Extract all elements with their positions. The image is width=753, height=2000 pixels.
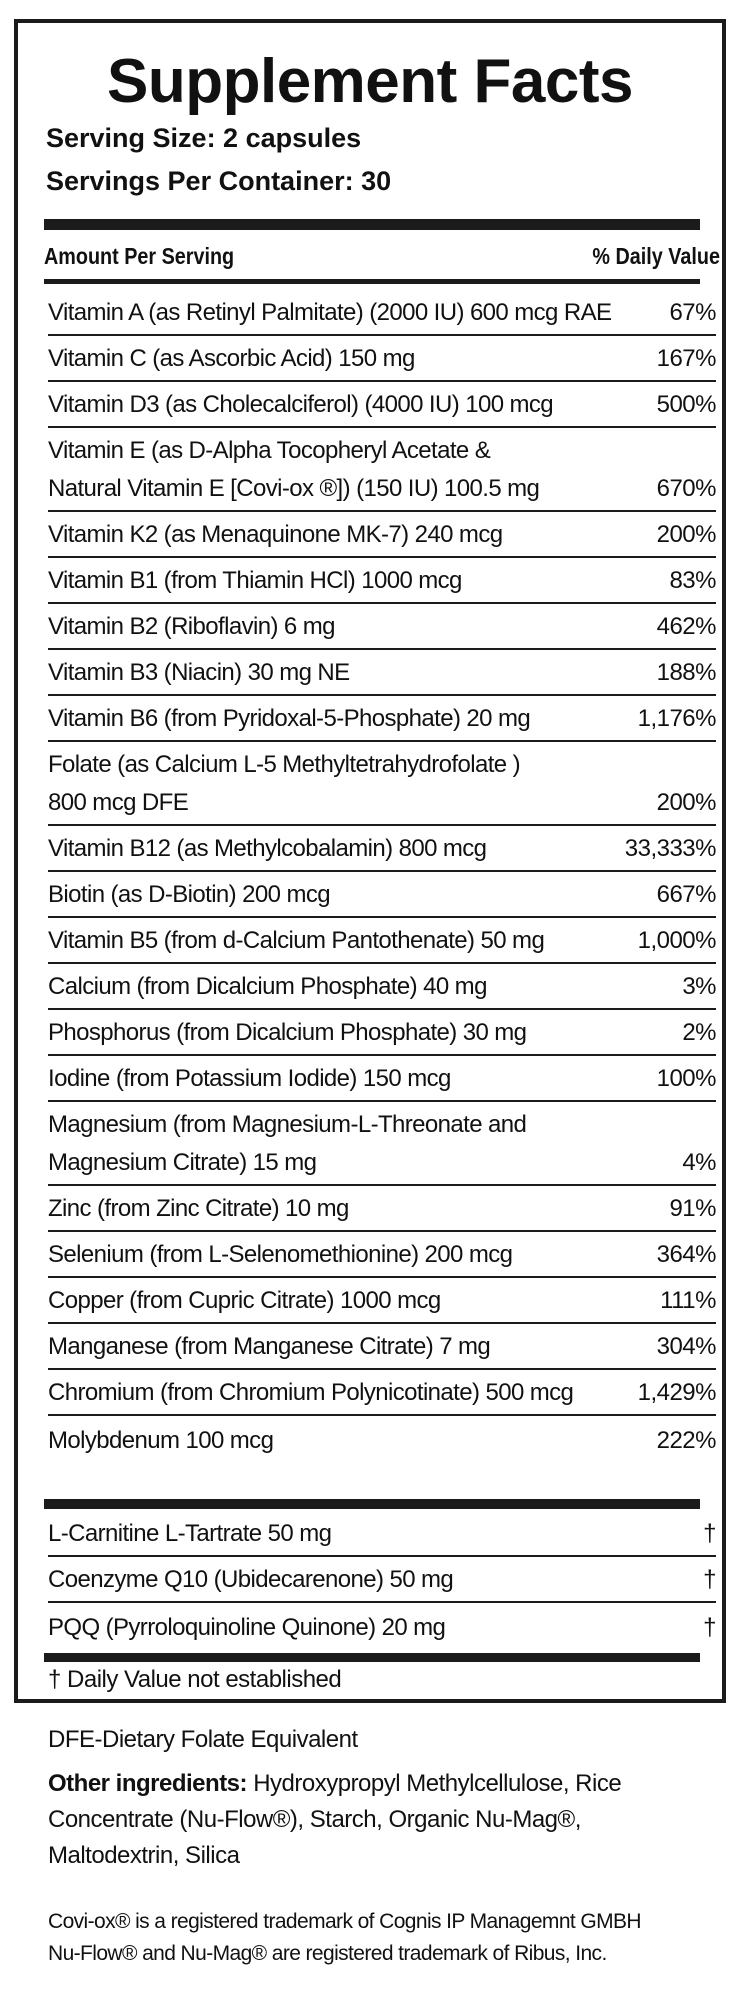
- nutrient-row: Vitamin B1 (from Thiamin HCl) 1000 mcg 83…: [48, 558, 716, 604]
- daily-value-label: % Daily Value: [592, 242, 720, 269]
- nutrient-row: Vitamin B3 (Niacin) 30 mg NE 188%: [48, 650, 717, 696]
- daily-value-percent: 167%: [656, 345, 717, 372]
- trademark-note-1: Covi-ox® is a registered trademark of Co…: [48, 1910, 642, 1933]
- other-ingredient-row: PQQ (Pyrroloquinoline Quinone) 20 mg †: [48, 1603, 716, 1649]
- daily-value-percent: 188%: [656, 659, 717, 686]
- daily-value-percent: 2%: [682, 1019, 716, 1046]
- nutrient-row: Vitamin C (as Ascorbic Acid) 150 mg 167%: [48, 336, 717, 382]
- nutrient-row: Vitamin B6 (from Pyridoxal-5-Phosphate) …: [48, 696, 717, 742]
- nutrient-name: Selenium (from L-Selenomethionine) 200 m…: [48, 1241, 513, 1268]
- nutrient-name: Zinc (from Zinc Citrate) 10 mg: [48, 1195, 349, 1222]
- daily-value-percent: 364%: [656, 1241, 717, 1268]
- nutrient-name: Iodine (from Potassium Iodide) 150 mcg: [48, 1065, 451, 1092]
- servings-per-container: Servings Per Container: 30: [46, 166, 392, 196]
- nutrient-row: Calcium (from Dicalcium Phosphate) 40 mg…: [48, 964, 716, 1010]
- nutrient-row: Biotin (as D-Biotin) 200 mcg 667%: [48, 872, 717, 918]
- other-ingredient-row: Coenzyme Q10 (Ubidecarenone) 50 mg †: [48, 1557, 716, 1603]
- daily-value-percent: 83%: [669, 567, 716, 594]
- daily-value-percent: 91%: [669, 1195, 716, 1222]
- daily-value-percent: 1,000%: [637, 927, 717, 954]
- daily-value-percent: 1,429%: [637, 1379, 717, 1406]
- nutrient-name: Vitamin B5 (from d-Calcium Pantothenate)…: [48, 927, 545, 954]
- daily-value-percent: 222%: [656, 1427, 717, 1454]
- other-ingredient-list: L-Carnitine L-Tartrate 50 mg † Coenzyme Q1…: [48, 1511, 716, 1649]
- header-rule: [44, 279, 700, 284]
- nutrient-name: Biotin (as D-Biotin) 200 mcg: [48, 881, 331, 908]
- daily-value-percent: 667%: [656, 881, 717, 908]
- nutrient-name: Calcium (from Dicalcium Phosphate) 40 mg: [48, 973, 487, 1000]
- nutrient-name: Magnesium (from Magnesium-L-Threonate an…: [48, 1111, 527, 1176]
- daily-value-percent: †: [703, 1520, 716, 1547]
- nutrient-name: Vitamin B3 (Niacin) 30 mg NE: [48, 659, 350, 686]
- supplement-facts-panel: Supplement Facts Serving Size: 2 capsule…: [14, 19, 726, 1703]
- daily-value-percent: 200%: [656, 789, 717, 816]
- nutrient-name: Vitamin E (as D-Alpha Tocopheryl Acetate…: [48, 437, 540, 502]
- nutrient-row: Copper (from Cupric Citrate) 1000 mcg 111…: [48, 1278, 716, 1324]
- nutrient-row: Magnesium (from Magnesium-L-Threonate an…: [48, 1102, 716, 1186]
- daily-value-percent: 462%: [656, 613, 717, 640]
- nutrient-name: Chromium (from Chromium Polynicotinate) …: [48, 1379, 574, 1406]
- nutrient-row: Vitamin E (as D-Alpha Tocopheryl Acetate…: [48, 428, 717, 512]
- nutrient-name: Copper (from Cupric Citrate) 1000 mcg: [48, 1287, 441, 1314]
- nutrient-name: Vitamin C (as Ascorbic Acid) 150 mg: [48, 345, 415, 372]
- daily-value-percent: 200%: [656, 521, 717, 548]
- nutrient-row: Vitamin B2 (Riboflavin) 6 mg 462%: [48, 604, 717, 650]
- middle-thick-rule: [44, 1499, 700, 1509]
- daily-value-percent: 500%: [656, 391, 717, 418]
- column-header: Amount Per Serving % Daily Value: [44, 235, 723, 277]
- daily-value-percent: 100%: [656, 1065, 717, 1092]
- nutrient-row: Vitamin K2 (as Menaquinone MK-7) 240 mcg…: [48, 512, 717, 558]
- other-ingredients-label: Other ingredients:: [48, 1770, 248, 1797]
- nutrient-name: Vitamin D3 (as Cholecalciferol) (4000 IU…: [48, 391, 554, 418]
- serving-size: Serving Size: 2 capsules: [46, 123, 362, 153]
- nutrient-name: Phosphorus (from Dicalcium Phosphate) 30…: [48, 1019, 527, 1046]
- nutrient-name: Vitamin A (as Retinyl Palmitate) (2000 I…: [48, 299, 612, 326]
- panel-title: Supplement Facts: [107, 47, 634, 116]
- nutrient-row: Vitamin A (as Retinyl Palmitate) (2000 I…: [48, 290, 716, 336]
- daily-value-percent: 3%: [682, 973, 716, 1000]
- top-thick-rule: [44, 219, 700, 230]
- daily-value-percent: 670%: [656, 475, 717, 502]
- other-ingredient-row: L-Carnitine L-Tartrate 50 mg †: [48, 1511, 716, 1557]
- daily-value-percent: †: [703, 1566, 716, 1593]
- daily-value-percent: †: [703, 1614, 716, 1641]
- dfe-note: DFE-Dietary Folate Equivalent: [48, 1726, 358, 1753]
- daily-value-footnote: † Daily Value not established: [48, 1666, 342, 1693]
- daily-value-percent: 33,333%: [624, 835, 717, 862]
- nutrient-row: Vitamin B12 (as Methylcobalamin) 800 mcg…: [48, 826, 717, 872]
- other-ingredients: Other ingredients: Hydroxypropyl Methylc…: [48, 1766, 708, 1874]
- other-ingredients-text: Hydroxypropyl Methylcellulose, Rice Conc…: [48, 1770, 622, 1869]
- daily-value-percent: 67%: [669, 299, 716, 326]
- nutrient-row: Molybdenum 100 mcg 222%: [48, 1416, 717, 1462]
- bottom-thick-rule: [44, 1653, 700, 1662]
- nutrient-row: Vitamin D3 (as Cholecalciferol) (4000 IU…: [48, 382, 717, 428]
- nutrient-row: Iodine (from Potassium Iodide) 150 mcg 10…: [48, 1056, 717, 1102]
- nutrient-name: Vitamin B6 (from Pyridoxal-5-Phosphate) …: [48, 705, 531, 732]
- nutrient-name: Vitamin B12 (as Methylcobalamin) 800 mcg: [48, 835, 487, 862]
- nutrient-row: Chromium (from Chromium Polynicotinate) …: [48, 1370, 717, 1416]
- nutrient-row: Phosphorus (from Dicalcium Phosphate) 30…: [48, 1010, 716, 1056]
- nutrient-name: Manganese (from Manganese Citrate) 7 mg: [48, 1333, 491, 1360]
- nutrient-name: Molybdenum 100 mcg: [48, 1427, 274, 1454]
- trademark-note-2: Nu-Flow® and Nu-Mag® are registered trad…: [48, 1942, 607, 1965]
- nutrient-name: Vitamin B2 (Riboflavin) 6 mg: [48, 613, 335, 640]
- daily-value-percent: 111%: [660, 1287, 716, 1314]
- nutrient-name: Vitamin K2 (as Menaquinone MK-7) 240 mcg: [48, 521, 503, 548]
- nutrient-row: Zinc (from Zinc Citrate) 10 mg 91%: [48, 1186, 716, 1232]
- nutrient-name: Vitamin B1 (from Thiamin HCl) 1000 mcg: [48, 567, 462, 594]
- nutrient-row: Selenium (from L-Selenomethionine) 200 m…: [48, 1232, 717, 1278]
- daily-value-percent: 304%: [656, 1333, 717, 1360]
- nutrient-list: Vitamin A (as Retinyl Palmitate) (2000 I…: [48, 290, 717, 1462]
- nutrient-name: Folate (as Calcium L-5 Methyltetrahydrof…: [48, 751, 521, 816]
- nutrient-name: L-Carnitine L-Tartrate 50 mg: [48, 1520, 332, 1547]
- nutrient-row: Folate (as Calcium L-5 Methyltetrahydrof…: [48, 742, 717, 826]
- nutrient-name: PQQ (Pyrroloquinoline Quinone) 20 mg: [48, 1614, 446, 1641]
- nutrient-name: Coenzyme Q10 (Ubidecarenone) 50 mg: [48, 1566, 454, 1593]
- amount-per-serving-label: Amount Per Serving: [44, 242, 235, 269]
- nutrient-row: Manganese (from Manganese Citrate) 7 mg 3…: [48, 1324, 717, 1370]
- daily-value-percent: 4%: [682, 1149, 716, 1176]
- daily-value-percent: 1,176%: [637, 705, 717, 732]
- nutrient-row: Vitamin B5 (from d-Calcium Pantothenate)…: [48, 918, 717, 964]
